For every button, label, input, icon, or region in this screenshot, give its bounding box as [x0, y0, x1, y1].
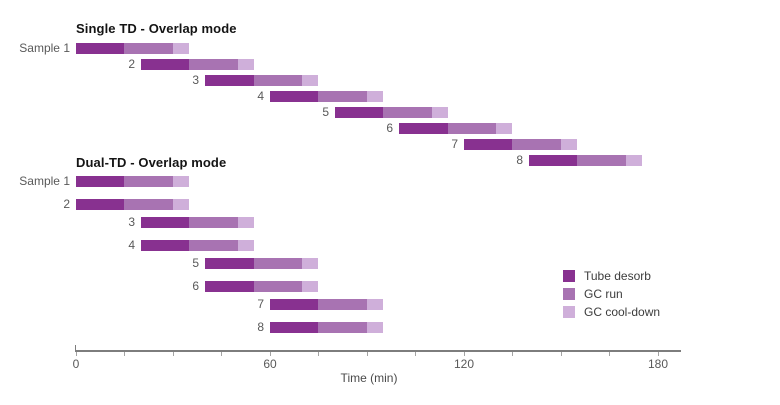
- bar-segment-tube-desorb: [141, 217, 189, 228]
- bar-segment-gc-cool-down: [367, 322, 383, 333]
- bar-segment-gc-cool-down: [432, 107, 448, 118]
- row-label: 5: [322, 105, 329, 119]
- row-label: 7: [451, 137, 458, 151]
- tube-desorb-swatch-icon: [563, 270, 575, 282]
- x-axis-tick: [512, 351, 513, 356]
- legend-item-tube-desorb: Tube desorb: [563, 270, 723, 284]
- x-axis-tick: [609, 351, 610, 356]
- bar-segment-tube-desorb: [205, 75, 254, 86]
- row-label: 4: [128, 238, 135, 252]
- x-axis-tick: [415, 351, 416, 356]
- row-label: 8: [516, 153, 523, 167]
- bar-segment-gc-cool-down: [496, 123, 512, 134]
- bar-segment-gc-cool-down: [238, 59, 254, 70]
- bar-segment-tube-desorb: [335, 107, 383, 118]
- bar-segment-gc-cool-down: [302, 258, 318, 269]
- bar-segment-tube-desorb: [76, 43, 124, 54]
- bar-segment-gc-cool-down: [302, 281, 318, 292]
- bar-segment-gc-run: [189, 59, 238, 70]
- bar-segment-tube-desorb: [270, 299, 318, 310]
- x-axis-tick-label: 60: [263, 357, 277, 371]
- bar-segment-gc-cool-down: [238, 217, 254, 228]
- bar-segment-gc-cool-down: [238, 240, 254, 251]
- row-label: 5: [192, 256, 199, 270]
- x-axis-tick: [658, 351, 659, 356]
- bar-segment-gc-cool-down: [367, 91, 383, 102]
- bar-segment-tube-desorb: [205, 258, 254, 269]
- bar-segment-gc-run: [383, 107, 432, 118]
- x-axis-tick: [221, 351, 222, 356]
- row-label: 2: [63, 197, 70, 211]
- bar-segment-gc-run: [189, 240, 238, 251]
- legend-item-gc-run: GC run: [563, 288, 723, 302]
- bar-segment-gc-run: [512, 139, 561, 150]
- bar-segment-tube-desorb: [141, 59, 189, 70]
- row-label: Sample 1: [19, 174, 70, 188]
- x-axis-tick: [318, 351, 319, 356]
- bar-segment-gc-cool-down: [173, 199, 189, 210]
- gc-run-swatch-icon: [563, 288, 575, 300]
- legend-label: GC cool-down: [584, 305, 661, 319]
- bar-segment-gc-run: [448, 123, 496, 134]
- legend-item-gc-cool-down: GC cool-down: [563, 306, 723, 320]
- row-label: 6: [192, 279, 199, 293]
- bar-segment-gc-run: [254, 258, 302, 269]
- bar-segment-gc-cool-down: [173, 176, 189, 187]
- bar-segment-gc-cool-down: [302, 75, 318, 86]
- bar-segment-gc-run: [189, 217, 238, 228]
- legend-label: Tube desorb: [584, 269, 651, 283]
- bar-segment-gc-cool-down: [561, 139, 577, 150]
- x-axis-tick: [561, 351, 562, 356]
- x-axis-tick-label: 0: [72, 357, 80, 371]
- bar-segment-gc-run: [318, 322, 367, 333]
- bar-segment-gc-run: [254, 75, 302, 86]
- bar-segment-tube-desorb: [205, 281, 254, 292]
- bar-segment-tube-desorb: [76, 199, 124, 210]
- group-title-single-td: Single TD - Overlap mode: [76, 21, 237, 36]
- bar-segment-tube-desorb: [141, 240, 189, 251]
- x-axis-tick: [76, 351, 77, 356]
- x-axis-tick: [124, 351, 125, 356]
- bar-segment-tube-desorb: [399, 123, 448, 134]
- bar-segment-gc-cool-down: [626, 155, 642, 166]
- x-axis-tick-label: 180: [647, 357, 669, 371]
- row-label: Sample 1: [19, 41, 70, 55]
- group-title-dual-td: Dual-TD - Overlap mode: [76, 155, 227, 170]
- bar-segment-gc-run: [318, 91, 367, 102]
- gc-cool-down-swatch-icon: [563, 306, 575, 318]
- x-axis-left-cap: [75, 345, 76, 350]
- row-label: 8: [257, 320, 264, 334]
- bar-segment-gc-run: [124, 43, 173, 54]
- x-axis-line: [75, 350, 681, 352]
- row-label: 4: [257, 89, 264, 103]
- x-axis-tick: [464, 351, 465, 356]
- bar-segment-gc-run: [254, 281, 302, 292]
- x-axis-title: Time (min): [340, 371, 398, 385]
- bar-segment-tube-desorb: [76, 176, 124, 187]
- x-axis-tick-label: 120: [453, 357, 475, 371]
- bar-segment-gc-cool-down: [173, 43, 189, 54]
- bar-segment-gc-run: [124, 176, 173, 187]
- bar-segment-tube-desorb: [529, 155, 577, 166]
- bar-segment-tube-desorb: [270, 322, 318, 333]
- x-axis-tick: [367, 351, 368, 356]
- row-label: 6: [386, 121, 393, 135]
- row-label: 3: [192, 73, 199, 87]
- bar-segment-gc-cool-down: [367, 299, 383, 310]
- x-axis-tick: [173, 351, 174, 356]
- row-label: 3: [128, 215, 135, 229]
- legend-label: GC run: [584, 287, 623, 301]
- x-axis-tick: [270, 351, 271, 356]
- bar-segment-gc-run: [577, 155, 626, 166]
- row-label: 7: [257, 297, 264, 311]
- bar-segment-tube-desorb: [270, 91, 318, 102]
- bar-segment-gc-run: [124, 199, 173, 210]
- bar-segment-gc-run: [318, 299, 367, 310]
- bar-segment-tube-desorb: [464, 139, 512, 150]
- row-label: 2: [128, 57, 135, 71]
